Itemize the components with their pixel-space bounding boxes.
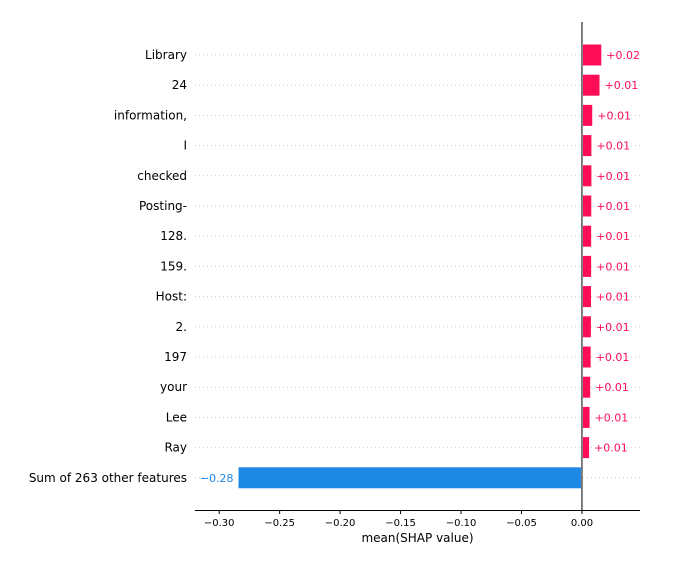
bar (582, 255, 592, 277)
value-label: +0.01 (596, 291, 630, 304)
feature-label: Ray (164, 441, 187, 455)
x-tick-label: −0.30 (204, 518, 235, 529)
value-label: +0.01 (594, 442, 628, 455)
value-label: +0.02 (606, 49, 640, 62)
value-label: +0.01 (604, 79, 638, 92)
value-label: +0.01 (596, 260, 630, 273)
value-label: +0.01 (596, 351, 630, 364)
feature-label: Host: (156, 290, 187, 304)
feature-label: 197 (164, 350, 187, 364)
x-tick-label: −0.15 (385, 518, 416, 529)
value-label: +0.01 (596, 200, 630, 213)
feature-label: your (160, 380, 187, 394)
feature-label: checked (137, 169, 187, 183)
bar (582, 225, 592, 247)
value-label: +0.01 (596, 321, 630, 334)
bar (582, 135, 592, 157)
x-tick-label: −0.10 (446, 518, 477, 529)
x-tick-label: −0.05 (506, 518, 537, 529)
x-tick-label: −0.25 (264, 518, 295, 529)
value-label: +0.01 (595, 411, 629, 424)
feature-label: Sum of 263 other features (29, 471, 187, 485)
bar (582, 346, 591, 368)
feature-label: Lee (166, 410, 187, 424)
x-tick-label: −0.20 (325, 518, 356, 529)
feature-label: 159. (160, 259, 187, 273)
bar (238, 467, 581, 489)
value-label: −0.28 (200, 472, 234, 485)
value-label: +0.01 (595, 381, 629, 394)
bar (582, 316, 591, 338)
bar (582, 195, 592, 217)
feature-label: 24 (172, 78, 187, 92)
bar (582, 44, 602, 66)
value-label: +0.01 (596, 140, 630, 153)
bar (582, 165, 592, 187)
feature-label: 2. (176, 320, 187, 334)
x-axis-label: mean(SHAP value) (361, 531, 473, 545)
bar (582, 376, 591, 398)
bar (582, 437, 590, 459)
feature-label: Posting- (139, 199, 187, 213)
x-tick-label: 0.00 (571, 518, 593, 529)
feature-label: 128. (160, 229, 187, 243)
value-label: +0.01 (596, 230, 630, 243)
bar (582, 74, 600, 96)
feature-label: Library (145, 48, 187, 62)
feature-label: I (183, 139, 187, 153)
feature-label: information, (114, 108, 187, 122)
bar (582, 286, 592, 308)
value-label: +0.01 (596, 170, 630, 183)
bar (582, 104, 593, 126)
bar (582, 406, 590, 428)
value-label: +0.01 (597, 109, 631, 122)
